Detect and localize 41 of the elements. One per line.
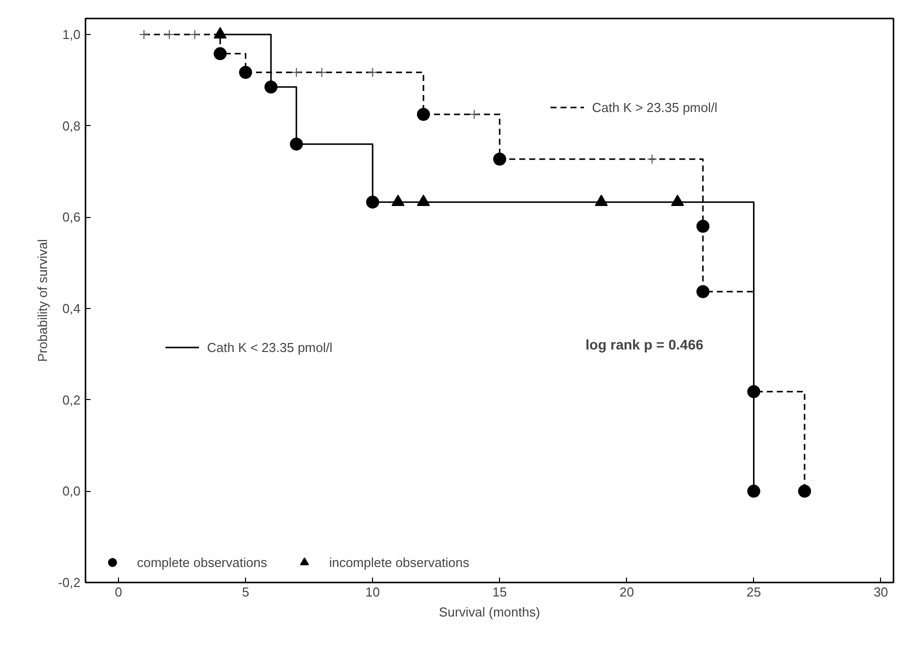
point xyxy=(368,67,378,78)
point xyxy=(493,152,506,166)
x-tick-label: 20 xyxy=(619,584,634,600)
point xyxy=(190,29,200,40)
x-tick-label: 30 xyxy=(874,584,888,600)
x-tick-label: 10 xyxy=(365,584,380,600)
y-tick-label: 0,0 xyxy=(62,484,81,499)
x-axis-title: Survival (months) xyxy=(438,604,540,620)
y-tick-label: 0,6 xyxy=(62,210,81,225)
point xyxy=(747,484,760,498)
y-axis-title: Probability of survival xyxy=(35,238,50,362)
x-tick-label: 25 xyxy=(746,584,761,600)
point xyxy=(214,47,227,60)
point xyxy=(138,29,149,40)
point xyxy=(647,154,658,164)
y-tick-label: 1,0 xyxy=(62,26,81,42)
point xyxy=(291,67,302,78)
point xyxy=(264,80,278,94)
legend-label: Cath K < 23.35 pmol/l xyxy=(207,340,332,354)
point xyxy=(469,109,480,120)
legend-label: complete observations xyxy=(137,554,268,570)
annotation: log rank p = 0.466 xyxy=(586,336,704,352)
point xyxy=(416,108,430,121)
point xyxy=(696,285,710,298)
point xyxy=(239,66,252,79)
y-tick-label: 0,2 xyxy=(62,392,81,408)
point xyxy=(747,385,760,398)
point xyxy=(164,29,174,40)
point xyxy=(798,484,812,498)
y-tick-label: 0,8 xyxy=(62,118,81,134)
point xyxy=(316,67,327,78)
y-tick-label: -0,2 xyxy=(58,575,81,590)
legend-label: Cath K > 23.35 pmol/l xyxy=(592,100,718,114)
x-tick-label: 5 xyxy=(242,584,250,600)
x-tick-label: 15 xyxy=(492,584,507,600)
point xyxy=(366,196,380,209)
point xyxy=(290,138,303,151)
x-tick-label: 0 xyxy=(114,584,122,600)
legend-label: incomplete observations xyxy=(329,554,470,570)
point xyxy=(696,220,710,233)
y-tick-label: 0,4 xyxy=(62,300,81,316)
